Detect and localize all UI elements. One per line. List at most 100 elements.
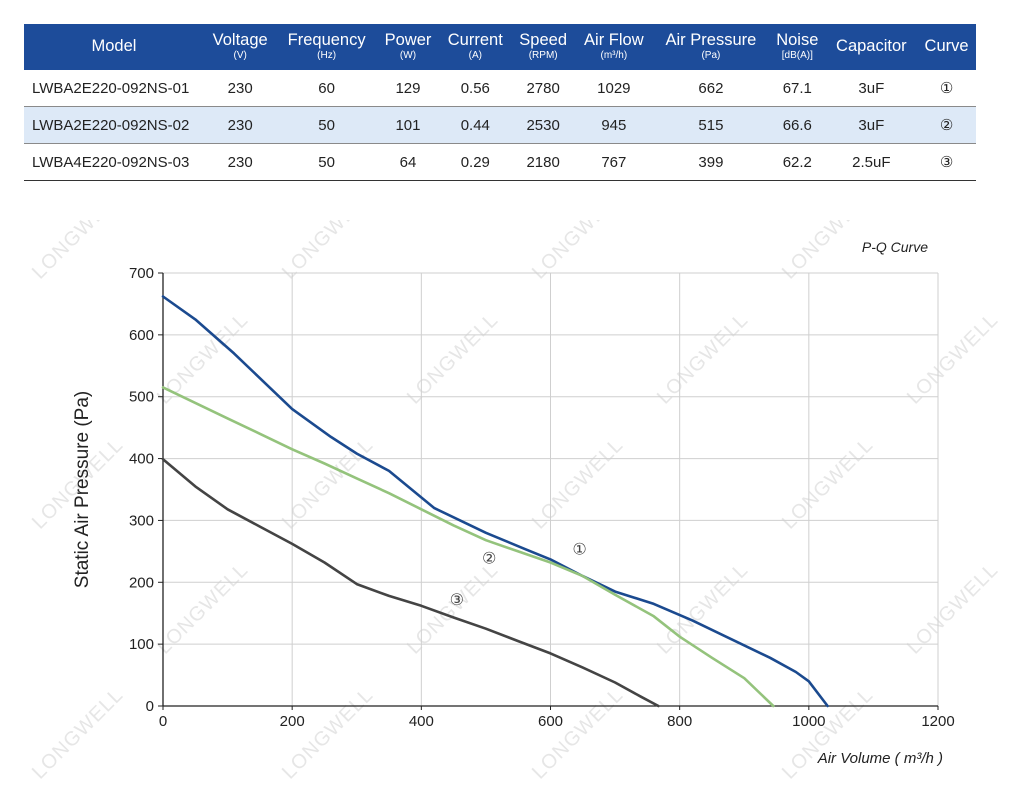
watermark-text: LONGWELL xyxy=(903,559,1003,659)
header-cell: Air Flow (m³/h) xyxy=(574,24,653,70)
watermark-text: LONGWELL xyxy=(778,684,878,784)
header-label: Voltage xyxy=(212,31,268,50)
header-unit: (A) xyxy=(468,50,482,62)
watermark-text: LONGWELL xyxy=(653,309,753,409)
table-row: LWBA2E220-092NS-01 230 60 129 0.56 2780 1029 66… xyxy=(24,70,976,107)
header-cell: Noise [dB(A)] xyxy=(769,24,826,70)
header-cell: Current (A) xyxy=(439,24,512,70)
header-cell: Power (W) xyxy=(376,24,440,70)
watermark-text: LONGWELL xyxy=(278,684,378,784)
series-line xyxy=(161,457,660,708)
table-cell: 66.6 xyxy=(769,106,826,144)
header-label: Noise xyxy=(776,31,819,50)
header-unit: (V) xyxy=(233,50,247,62)
table-cell: 2.5uF xyxy=(825,143,918,181)
series-label: ③ xyxy=(450,590,464,609)
header-unit: [dB(A)] xyxy=(781,50,813,62)
model-cell: LWBA2E220-092NS-02 xyxy=(24,106,204,144)
table-row: LWBA2E220-092NS-02 230 50 101 0.44 2530 945 515… xyxy=(24,106,976,144)
watermark-text: LONGWELL xyxy=(28,684,128,784)
header-unit: (Hz) xyxy=(317,50,337,62)
watermark-text: LONGWELL xyxy=(403,309,503,409)
watermark-text: LONGWELL xyxy=(28,220,128,284)
header-label: Model xyxy=(91,37,137,56)
y-tick-label: 400 xyxy=(129,451,154,468)
y-tick-label: 500 xyxy=(129,389,154,406)
watermark-text: LONGWELL xyxy=(903,309,1003,409)
table-cell: 2530 xyxy=(511,106,575,144)
header-cell: Voltage (V) xyxy=(204,24,277,70)
header-label: Air Pressure xyxy=(665,31,757,50)
header-unit: (W) xyxy=(399,50,417,62)
header-cell: Model xyxy=(24,24,204,70)
table-cell: 101 xyxy=(376,106,440,144)
header-cell: Air Pressure (Pa) xyxy=(652,24,769,70)
header-cell: Frequency (Hz) xyxy=(276,24,377,70)
x-axis-title: Air Volume ( m³/h ) xyxy=(817,750,943,767)
table-body: LWBA2E220-092NS-01 230 60 129 0.56 2780 1029 66… xyxy=(24,70,976,181)
x-tick-label: 0 xyxy=(159,713,167,730)
header-unit: (m³/h) xyxy=(600,50,628,62)
table-cell: 67.1 xyxy=(769,70,826,107)
header-label: Frequency xyxy=(287,31,366,50)
chart-title: P-Q Curve xyxy=(862,239,928,255)
watermark-text: LONGWELL xyxy=(0,559,3,659)
y-tick-label: 300 xyxy=(129,512,154,529)
x-tick-label: 400 xyxy=(409,713,434,730)
table-cell: ② xyxy=(917,106,976,144)
table-cell: 60 xyxy=(276,70,377,107)
table-cell: 230 xyxy=(204,143,277,181)
header-label: Current xyxy=(447,31,503,50)
table-cell: 50 xyxy=(276,143,377,181)
table-cell: 230 xyxy=(204,106,277,144)
y-tick-label: 600 xyxy=(129,327,154,344)
table-cell: ③ xyxy=(917,143,976,181)
table-cell: 2780 xyxy=(511,70,575,107)
table-cell: 50 xyxy=(276,106,377,144)
table-cell: 945 xyxy=(574,106,653,144)
table-cell: 0.44 xyxy=(439,106,512,144)
y-tick-label: 100 xyxy=(129,636,154,653)
table-cell: 662 xyxy=(652,70,769,107)
table-cell: 0.56 xyxy=(439,70,512,107)
series-lines xyxy=(161,295,829,708)
header-label: Air Flow xyxy=(584,31,644,50)
y-tick-label: 700 xyxy=(129,265,154,282)
table-header-row: Model Voltage (V) Frequency (Hz) Power (W) Curr… xyxy=(24,24,976,70)
header-unit: (Pa) xyxy=(701,50,721,62)
header-cell: Speed (RPM) xyxy=(511,24,575,70)
x-tick-label: 600 xyxy=(538,713,563,730)
table-cell: 2180 xyxy=(511,143,575,181)
table-cell: 62.2 xyxy=(769,143,826,181)
table-cell: ① xyxy=(917,70,976,107)
header-label: Power xyxy=(384,31,432,50)
watermark-text: LONGWELL xyxy=(278,220,378,284)
table-cell: 3uF xyxy=(825,106,918,144)
table-cell: 3uF xyxy=(825,70,918,107)
watermark-text: LONGWELL xyxy=(528,684,628,784)
y-axis-title: Static Air Pressure (Pa) xyxy=(72,391,93,588)
table-cell: 230 xyxy=(204,70,277,107)
table-cell: 0.29 xyxy=(439,143,512,181)
spec-table: Model Voltage (V) Frequency (Hz) Power (W) Curr… xyxy=(24,24,976,181)
header-label: Speed xyxy=(519,31,568,50)
series-label: ① xyxy=(572,539,586,558)
axes xyxy=(158,272,939,710)
model-cell: LWBA2E220-092NS-01 xyxy=(24,70,204,107)
series-line xyxy=(161,386,775,708)
table-cell: 1029 xyxy=(574,70,653,107)
watermark-text: LONGWELL xyxy=(528,220,628,284)
x-tick-label: 200 xyxy=(280,713,305,730)
axis-text: 0 200 400 600 800 1000 1200 0 100 200 300 400 500 600… xyxy=(72,239,955,767)
table-cell: 129 xyxy=(376,70,440,107)
y-tick-label: 200 xyxy=(129,574,154,591)
pq-chart: LONGWELL LONGWELL LONGWELL LONGWELLLONGWELL… xyxy=(0,220,1003,784)
model-cell: LWBA4E220-092NS-03 xyxy=(24,143,204,181)
table-cell: 515 xyxy=(652,106,769,144)
header-unit: (RPM) xyxy=(528,50,558,62)
header-cell: Capacitor xyxy=(825,24,918,70)
series-label: ② xyxy=(482,549,496,568)
watermark-text: LONGWELL xyxy=(778,434,878,534)
x-tick-label: 800 xyxy=(667,713,692,730)
table-cell: 399 xyxy=(652,143,769,181)
